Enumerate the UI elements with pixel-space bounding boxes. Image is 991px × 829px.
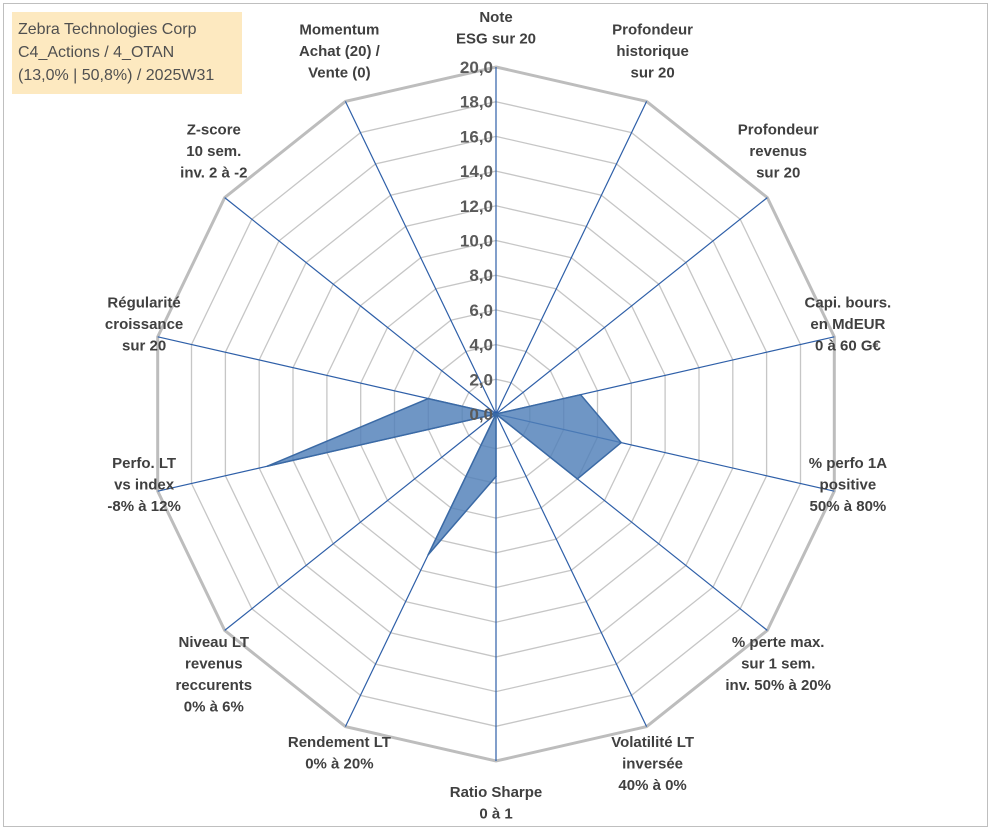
info-line-2: C4_Actions / 4_OTAN xyxy=(18,44,175,61)
tick-label: 8,0 xyxy=(469,266,493,285)
axis-label: % perte max. xyxy=(732,634,825,651)
data-point xyxy=(427,553,430,556)
axis-label: Momentum xyxy=(299,21,379,38)
axis-label: Z-score xyxy=(187,121,241,138)
tick-label: 14,0 xyxy=(460,162,493,181)
axis-label: Profondeur xyxy=(738,121,819,138)
axis-label: Achat (20) / xyxy=(299,43,381,60)
axis-label: 10 sem. xyxy=(186,143,241,160)
axis-label: revenus xyxy=(185,656,243,673)
tick-label: 12,0 xyxy=(460,197,493,216)
axis-label: en MdEUR xyxy=(810,316,885,333)
axis-label: historique xyxy=(616,43,689,60)
axis-label: Rendement LT xyxy=(288,734,391,751)
axis-label: -8% à 12% xyxy=(107,498,180,515)
axis-spoke xyxy=(495,197,768,415)
axis-label: sur 20 xyxy=(122,337,166,354)
axis-label: sur 20 xyxy=(630,64,674,81)
axis-label: sur 1 sem. xyxy=(741,656,815,673)
data-point xyxy=(495,475,497,478)
axis-label: inv. 2 à -2 xyxy=(180,164,247,181)
axis-label: Ratio Sharpe xyxy=(450,784,543,801)
tick-label: 4,0 xyxy=(469,336,493,355)
axis-spoke xyxy=(495,101,648,415)
axis-spoke xyxy=(224,413,497,631)
axis-spoke xyxy=(224,197,497,415)
axis-label: Profondeur xyxy=(612,21,693,38)
tick-label: 2,0 xyxy=(469,370,493,389)
tick-label: 20,0 xyxy=(460,58,493,77)
axis-label: Volatilité LT xyxy=(611,734,694,751)
axis-label: Niveau LT xyxy=(179,634,250,651)
info-line-3: (13,0% | 50,8%) / 2025W31 xyxy=(18,67,215,84)
data-point xyxy=(576,478,579,480)
axis-label: positive xyxy=(820,477,877,494)
axis-label: Vente (0) xyxy=(308,64,371,81)
tick-label: 10,0 xyxy=(460,232,493,251)
axis-label: Capi. bours. xyxy=(805,294,892,311)
data-point xyxy=(620,441,622,444)
data-point xyxy=(579,393,582,396)
info-box: Zebra Technologies Corp C4_Actions / 4_O… xyxy=(12,12,242,94)
axis-label: 0% à 20% xyxy=(305,756,373,773)
data-point xyxy=(266,465,269,467)
data-point xyxy=(495,413,497,415)
axis-label: reccurents xyxy=(175,677,252,694)
axis-label: inversée xyxy=(622,756,683,773)
data-series-area xyxy=(266,393,622,556)
axis-label: 0 à 60 G€ xyxy=(815,337,882,354)
tick-label: 0,0 xyxy=(469,405,493,424)
axis-label: sur 20 xyxy=(756,164,800,181)
tick-label: 18,0 xyxy=(460,93,493,112)
axis-label: croissance xyxy=(105,316,183,333)
axis-label: ESG sur 20 xyxy=(456,31,536,48)
axis-label: 0% à 6% xyxy=(184,699,244,716)
axis-spoke xyxy=(344,101,497,415)
axis-label: inv. 50% à 20% xyxy=(725,677,831,694)
data-point xyxy=(427,397,430,400)
axis-label: % perfo 1A xyxy=(809,455,888,472)
axis-spoke xyxy=(495,413,648,727)
axis-label: vs index xyxy=(114,477,175,494)
axis-label: 50% à 80% xyxy=(810,498,887,515)
axis-label: 40% à 0% xyxy=(618,777,686,794)
axis-label: revenus xyxy=(749,143,807,160)
tick-label: 16,0 xyxy=(460,127,493,146)
tick-label: 6,0 xyxy=(469,301,493,320)
axis-label: Régularité xyxy=(107,294,180,311)
axis-label: Note xyxy=(479,9,512,26)
info-line-1: Zebra Technologies Corp xyxy=(18,21,197,38)
axis-label: Perfo. LT xyxy=(112,455,176,472)
axis-label: 0 à 1 xyxy=(479,806,512,823)
